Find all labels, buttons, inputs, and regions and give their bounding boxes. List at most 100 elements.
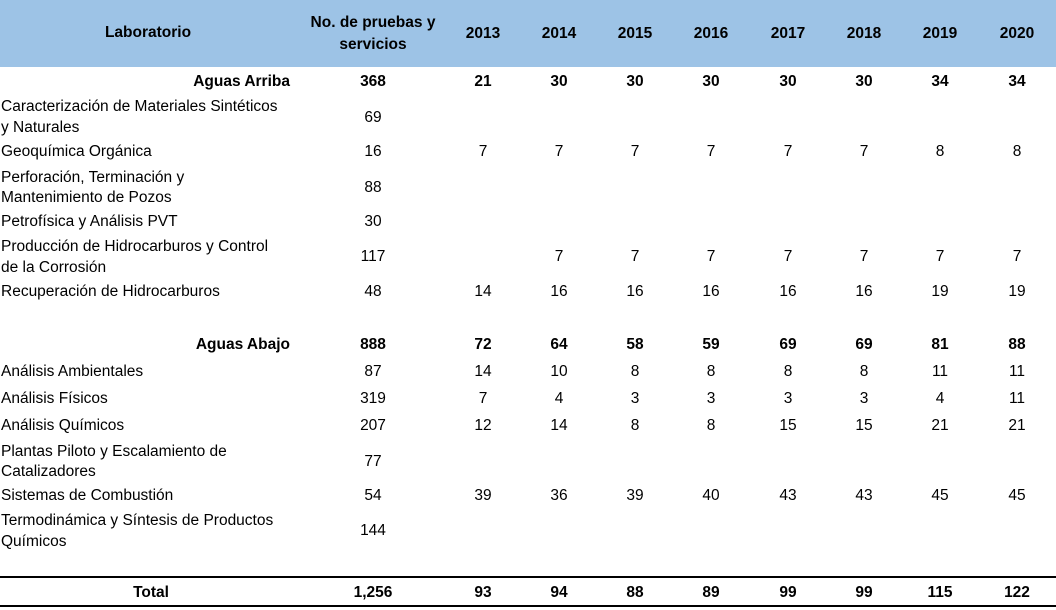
total-year-value: 93	[474, 584, 492, 601]
row-year-value: 7	[554, 248, 564, 265]
group-year-value: 30	[702, 73, 720, 90]
row-count: 207	[360, 417, 386, 434]
row-year-value: 3	[630, 390, 640, 407]
row-count: 48	[364, 283, 382, 300]
row-year-value: 43	[779, 487, 797, 504]
row-count: 77	[364, 453, 382, 470]
row-label: Producción de Hidrocarburos y Control	[1, 238, 269, 255]
group-year-value: 69	[855, 336, 873, 353]
row-year-value: 14	[550, 417, 568, 434]
group-year-value: 30	[855, 73, 873, 90]
row-label: Petrofísica y Análisis PVT	[1, 213, 178, 230]
row-count: 144	[360, 522, 386, 539]
row-label: Recuperación de Hidrocarburos	[1, 283, 220, 300]
group-year-value: 30	[779, 73, 797, 90]
row-year-value: 7	[1012, 248, 1022, 265]
col-header-year: 2018	[846, 25, 882, 42]
row-year-value: 19	[1008, 283, 1026, 300]
total-year-value: 115	[927, 584, 953, 601]
row-year-value: 8	[706, 363, 716, 380]
row-year-value: 39	[626, 487, 644, 504]
col-header-year: 2017	[770, 25, 806, 42]
row-year-value: 36	[550, 487, 568, 504]
row-year-value: 8	[859, 363, 869, 380]
group-year-value: 34	[1008, 73, 1026, 90]
row-label: Termodinámica y Síntesis de Productos	[1, 512, 274, 529]
group-year-value: 72	[474, 336, 492, 353]
group-year-value: 30	[550, 73, 568, 90]
row-year-value: 7	[783, 143, 793, 160]
group-total: 368	[360, 73, 386, 90]
row-year-value: 3	[706, 390, 716, 407]
row-year-value: 11	[1008, 363, 1026, 380]
row-year-value: 16	[855, 283, 873, 300]
total-rule-bottom	[0, 605, 1056, 607]
row-label: Plantas Piloto y Escalamiento de	[1, 443, 227, 460]
row-count: 69	[364, 109, 382, 126]
row-year-value: 8	[1012, 143, 1022, 160]
row-label: Sistemas de Combustión	[1, 487, 174, 504]
row-year-value: 15	[779, 417, 797, 434]
group-year-value: 81	[931, 336, 949, 353]
row-year-value: 7	[478, 143, 488, 160]
row-label: Caracterización de Materiales Sintéticos	[1, 98, 278, 115]
group-label: Aguas Arriba	[193, 73, 290, 90]
total-year-value: 122	[1004, 584, 1030, 601]
row-count: 87	[364, 363, 382, 380]
row-year-value: 45	[1008, 487, 1026, 504]
row-count: 16	[364, 143, 382, 160]
row-year-value: 40	[702, 487, 720, 504]
col-header-pruebas-line2: servicios	[339, 36, 407, 53]
row-label: Análisis Físicos	[1, 390, 108, 407]
col-header-year: 2013	[465, 25, 501, 42]
row-year-value: 7	[783, 248, 793, 265]
total-year-value: 88	[626, 584, 644, 601]
row-year-value: 8	[630, 363, 640, 380]
row-year-value: 8	[630, 417, 640, 434]
row-year-value: 3	[859, 390, 869, 407]
total-count: 1,256	[353, 584, 393, 601]
col-header-year: 2019	[922, 25, 958, 42]
row-year-value: 3	[783, 390, 793, 407]
row-year-value: 15	[855, 417, 873, 434]
row-label-line2: de la Corrosión	[1, 259, 107, 276]
row-year-value: 8	[706, 417, 716, 434]
row-label: Perforación, Terminación y	[1, 169, 185, 186]
row-label-line2: y Naturales	[1, 119, 80, 136]
row-year-value: 7	[630, 143, 640, 160]
row-year-value: 7	[554, 143, 564, 160]
group-year-value: 21	[474, 73, 492, 90]
row-year-value: 8	[783, 363, 793, 380]
row-count: 319	[360, 390, 386, 407]
table-header: Laboratorio No. de pruebas y servicios 2…	[0, 0, 1056, 67]
row-year-value: 16	[779, 283, 797, 300]
row-year-value: 16	[702, 283, 720, 300]
group-label: Aguas Abajo	[195, 336, 290, 353]
row-label: Geoquímica Orgánica	[1, 143, 152, 160]
row-count: 88	[364, 179, 382, 196]
row-year-value: 16	[626, 283, 644, 300]
group-year-value: 88	[1008, 336, 1026, 353]
row-year-value: 7	[630, 248, 640, 265]
row-year-value: 39	[474, 487, 492, 504]
total-year-value: 99	[779, 584, 797, 601]
row-label: Análisis Químicos	[1, 417, 125, 434]
row-year-value: 7	[859, 248, 869, 265]
total-label: Total	[133, 584, 169, 601]
group-year-value: 69	[779, 336, 797, 353]
group-year-value: 64	[550, 336, 568, 353]
total-year-value: 94	[550, 584, 568, 601]
group-year-value: 59	[702, 336, 720, 353]
total-year-value: 99	[855, 584, 873, 601]
row-year-value: 12	[474, 417, 492, 434]
row-year-value: 21	[931, 417, 949, 434]
col-header-year: 2015	[617, 25, 653, 42]
group-total: 888	[360, 336, 386, 353]
col-header-year: 2020	[999, 25, 1035, 42]
total-year-value: 89	[702, 584, 720, 601]
row-year-value: 11	[1008, 390, 1026, 407]
col-header-laboratorio: Laboratorio	[104, 24, 192, 41]
group-year-value: 30	[626, 73, 644, 90]
row-year-value: 7	[706, 248, 716, 265]
